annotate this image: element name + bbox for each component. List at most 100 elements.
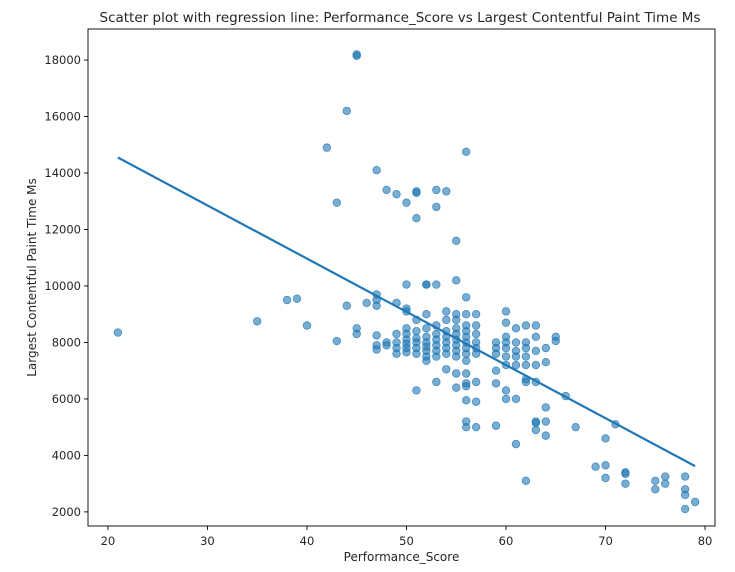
scatter-point (501, 394, 511, 404)
scatter-point (282, 295, 292, 305)
scatter-point (491, 366, 501, 375)
scatter-point (422, 310, 431, 319)
regression-line (117, 156, 696, 468)
scatter-point (461, 369, 471, 378)
scatter-point (511, 324, 521, 333)
scatter-point (501, 352, 511, 361)
scatter-point (531, 321, 541, 330)
scatter-point (551, 336, 560, 346)
scatter-point (531, 360, 541, 370)
scatter-point (432, 352, 441, 361)
y-tick-label: 8000 (52, 335, 81, 349)
scatter-point (601, 461, 610, 470)
scatter-point (541, 431, 551, 440)
scatter-point (541, 358, 551, 367)
x-tick-label: 70 (598, 534, 613, 548)
scatter-point (511, 360, 521, 370)
scatter-point (491, 349, 501, 358)
y-tick-label: 2000 (52, 505, 81, 519)
scatter-point (511, 394, 521, 404)
scatter-point (372, 331, 381, 340)
y-tick-label: 6000 (52, 392, 81, 406)
scatter-point (491, 379, 501, 388)
scatter-point (452, 352, 461, 361)
scatter-point (442, 349, 451, 358)
scatter-point (511, 352, 521, 361)
scatter-point (452, 276, 461, 285)
scatter-point (402, 280, 411, 289)
scatter-point (541, 343, 551, 353)
scatter-point (422, 324, 431, 333)
scatter-point (422, 280, 431, 289)
scatter-point (412, 349, 421, 358)
x-tick-label: 60 (499, 534, 514, 548)
scatter-point (471, 310, 481, 319)
y-tick-label: 4000 (52, 448, 81, 462)
scatter-point (452, 369, 461, 378)
scatter-point (651, 476, 660, 486)
scatter-point (531, 418, 541, 428)
x-tick-label: 50 (399, 534, 414, 548)
scatter-point (412, 188, 421, 197)
x-axis-label: Performance_Score (344, 550, 460, 564)
scatter-point (601, 473, 610, 483)
scatter-point (531, 332, 541, 342)
scatter-point (541, 403, 551, 412)
y-tick-label: 12000 (44, 222, 81, 236)
scatter-point (452, 383, 461, 392)
scatter-point (432, 280, 441, 289)
scatter-point (471, 329, 481, 339)
scatter-point (591, 462, 600, 471)
scatter-point (252, 317, 262, 326)
scatter-point (452, 315, 461, 325)
scatter-point (501, 318, 511, 327)
scatter-point (332, 336, 342, 346)
scatter-point (531, 425, 541, 435)
scatter-point (392, 329, 401, 339)
scatter-point (680, 472, 690, 481)
scatter-point (442, 307, 451, 316)
scatter-point (461, 147, 471, 157)
scatter-point (651, 485, 660, 494)
scatter-point (432, 202, 441, 212)
scatter-point (461, 356, 471, 366)
scatter-point (352, 51, 361, 61)
x-tick-label: 80 (698, 534, 713, 548)
y-tick-label: 10000 (44, 279, 81, 293)
data-points (113, 50, 700, 514)
x-tick-label: 20 (101, 534, 116, 548)
plot-area-frame (87, 28, 716, 527)
scatter-point (372, 301, 381, 310)
scatter-point (382, 341, 391, 350)
x-tick-label: 30 (200, 534, 215, 548)
scatter-point (571, 422, 580, 432)
scatter-point (412, 386, 421, 395)
scatter-point (690, 497, 700, 507)
scatter-point (402, 198, 411, 207)
scatter-point (521, 352, 531, 361)
scatter-point (342, 301, 351, 310)
scatter-point (521, 360, 531, 370)
scatter-point (680, 504, 690, 514)
scatter-point (402, 348, 411, 357)
scatter-point (461, 422, 471, 432)
scatter-point (661, 472, 670, 481)
scatter-point (442, 315, 451, 325)
scatter-point (392, 189, 401, 199)
scatter-point (432, 185, 441, 195)
y-axis-ticks: 2000 4000 6000 8000 10000 12000 14000 16000 1800… (44, 53, 88, 519)
scatter-point (471, 422, 481, 432)
scatter-point (511, 439, 521, 449)
scatter-point (412, 213, 421, 223)
scatter-point (621, 469, 630, 478)
scatter-point (521, 343, 531, 353)
scatter-point (601, 434, 610, 443)
scatter-point (412, 326, 421, 336)
scatter-point (382, 185, 391, 195)
scatter-point (432, 377, 441, 387)
scatter-point (372, 165, 381, 175)
y-axis-label: Largest Contentful Paint Time Ms (25, 178, 39, 377)
scatter-point (372, 345, 381, 354)
x-axis-ticks: 20 30 40 50 60 70 80 (101, 526, 713, 548)
